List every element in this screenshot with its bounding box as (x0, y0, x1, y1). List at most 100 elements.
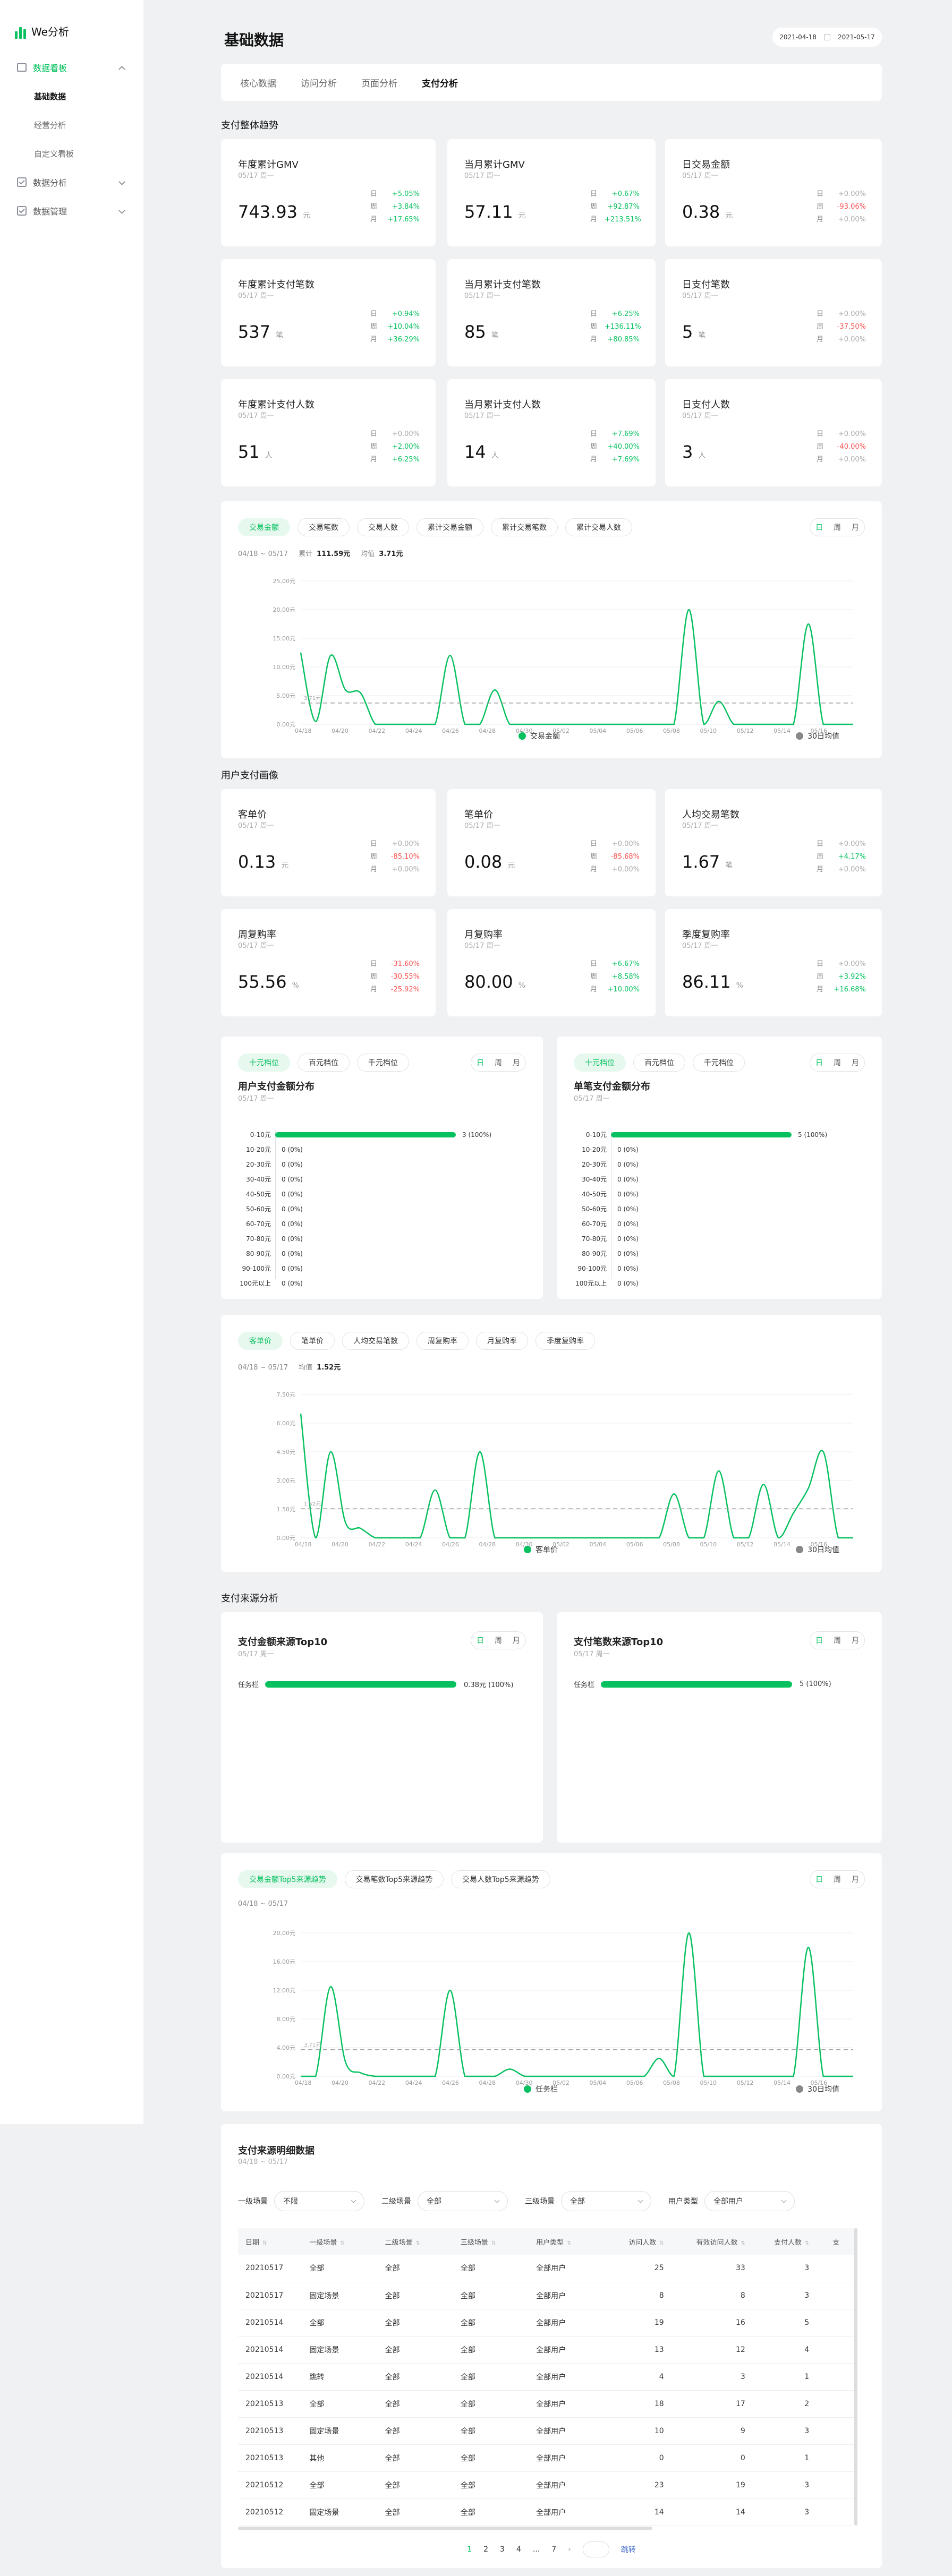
page-jump-button[interactable]: 跳转 (620, 2546, 636, 2554)
period-day[interactable]: 日 (477, 1059, 484, 1067)
metric-chip[interactable]: 交易笔数 (298, 518, 350, 536)
table-row[interactable]: 20210513 其他 全部 全部 全部用户 0 0 1 (238, 2444, 854, 2472)
column-header[interactable]: 日期 ⇅ (238, 2228, 302, 2255)
metric-chip[interactable]: 季度复购率 (536, 1332, 595, 1350)
menu-item-custom-board[interactable]: 自定义看板 (0, 139, 143, 168)
metric-chip[interactable]: 交易人数 (357, 518, 409, 536)
metric-chip[interactable]: 百元档位 (298, 1054, 350, 1072)
metric-chip[interactable]: 交易金额Top5来源趋势 (238, 1870, 337, 1888)
period-month[interactable]: 月 (513, 1059, 520, 1067)
table-row[interactable]: 20210513 固定场景 全部 全部 全部用户 10 9 3 (238, 2417, 854, 2445)
distribution-row: 60-70元 0 (0%) (574, 1219, 639, 1228)
menu-item-data-management[interactable]: 数据管理 (0, 196, 143, 225)
page-number[interactable]: 1 (467, 2545, 472, 2554)
period-week[interactable]: 周 (495, 1059, 502, 1067)
period-switch[interactable]: 日周月 (810, 1870, 865, 1888)
metric-chip[interactable]: 月复购率 (476, 1332, 528, 1350)
page-number[interactable]: 4 (516, 2545, 521, 2554)
period-day[interactable]: 日 (477, 1637, 484, 1645)
filter-select[interactable]: 全部 (418, 2191, 508, 2211)
period-month[interactable]: 月 (852, 1637, 859, 1645)
period-day[interactable]: 日 (815, 1059, 823, 1067)
column-header[interactable]: 二级场景 ⇅ (377, 2228, 453, 2255)
legend-label: 客单价 (536, 1546, 558, 1554)
table-row[interactable]: 20210512 全部 全部 全部 全部用户 23 19 3 (238, 2471, 854, 2499)
metric-chip[interactable]: 百元档位 (633, 1054, 685, 1072)
table-row[interactable]: 20210512 固定场景 全部 全部 全部用户 14 14 3 (238, 2498, 854, 2526)
period-week[interactable]: 周 (834, 1876, 841, 1884)
tab-visit-analysis[interactable]: 访问分析 (301, 78, 337, 89)
tab-payment-analysis[interactable]: 支付分析 (422, 78, 458, 89)
metric-chip[interactable]: 交易笔数Top5来源趋势 (344, 1870, 444, 1888)
vertical-scrollbar[interactable] (854, 2228, 857, 2526)
page-number[interactable]: 7 (551, 2545, 557, 2554)
period-day[interactable]: 日 (815, 1637, 823, 1645)
table-cell (825, 2498, 854, 2526)
column-header[interactable]: 三级场景 ⇅ (453, 2228, 529, 2255)
metric-chip[interactable]: 交易人数Top5来源趋势 (451, 1870, 550, 1888)
metric-chip[interactable]: 十元档位 (574, 1054, 626, 1072)
menu-item-basic-data[interactable]: 基础数据 (0, 82, 143, 110)
metric-chip[interactable]: 千元档位 (693, 1054, 745, 1072)
metric-chip[interactable]: 千元档位 (357, 1054, 409, 1072)
legend-item: 客单价 (524, 1544, 558, 1555)
period-switch[interactable]: 日周月 (810, 1631, 865, 1649)
column-header[interactable]: 有效访问人数 ⇅ (679, 2228, 761, 2255)
metric-chip[interactable]: 十元档位 (238, 1054, 290, 1072)
filter-select[interactable]: 全部用户 (704, 2191, 795, 2211)
table-cell: 全部 (302, 2471, 378, 2499)
period-month[interactable]: 月 (852, 1059, 859, 1067)
period-month[interactable]: 月 (852, 1876, 859, 1884)
menu-item-data-analysis[interactable]: 数据分析 (0, 168, 143, 196)
period-switch[interactable]: 日周月 (471, 1054, 526, 1072)
tab-core-data[interactable]: 核心数据 (240, 78, 276, 89)
column-header[interactable]: 支付人数 ⇅ (761, 2228, 826, 2255)
metric-chip[interactable]: 人均交易笔数 (342, 1332, 409, 1350)
period-day[interactable]: 日 (815, 1876, 823, 1884)
metric-chip[interactable]: 累计交易金额 (416, 518, 483, 536)
tab-page-analysis[interactable]: 页面分析 (361, 78, 397, 89)
compare-value: +0.00% (838, 190, 866, 198)
metric-chip[interactable]: 客单价 (238, 1332, 283, 1350)
period-week[interactable]: 周 (495, 1637, 502, 1645)
period-month[interactable]: 月 (852, 524, 859, 532)
app-logo[interactable]: We分析 (15, 23, 69, 39)
filter-select[interactable]: 全部 (561, 2191, 651, 2211)
period-day[interactable]: 日 (815, 524, 823, 532)
metric-chip[interactable]: 笔单价 (290, 1332, 335, 1350)
period-week[interactable]: 周 (834, 1637, 841, 1645)
table-row[interactable]: 20210514 全部 全部 全部 全部用户 19 16 5 (238, 2309, 854, 2337)
page-number[interactable]: 2 (483, 2545, 489, 2554)
metric-chip[interactable]: 累计交易笔数 (491, 518, 558, 536)
date-range-picker[interactable]: 2021-04-18 2021-05-17 (772, 28, 882, 47)
period-week[interactable]: 周 (834, 1059, 841, 1067)
period-switch[interactable]: 日周月 (810, 518, 865, 536)
period-switch[interactable]: 日周月 (810, 1054, 865, 1072)
period-week[interactable]: 周 (834, 524, 841, 532)
table-row[interactable]: 20210517 固定场景 全部 全部 全部用户 8 8 3 (238, 2282, 854, 2309)
page-number[interactable]: 3 (500, 2545, 505, 2554)
column-header[interactable]: 访问人数 ⇅ (610, 2228, 680, 2255)
page-jump-input[interactable] (582, 2541, 609, 2557)
page-number[interactable]: ... (532, 2545, 540, 2554)
kpi-title: 年度累计支付笔数 (238, 279, 314, 290)
next-page-icon[interactable]: › (568, 2545, 571, 2554)
table-row[interactable]: 20210514 跳转 全部 全部 全部用户 4 3 1 (238, 2363, 854, 2391)
kpi-number: 57.11 (464, 202, 513, 222)
compare-label: 周 (590, 203, 597, 211)
table-row[interactable]: 20210517 全部 全部 全部 全部用户 25 33 3 (238, 2255, 854, 2282)
table-row[interactable]: 20210513 全部 全部 全部 全部用户 18 17 2 (238, 2390, 854, 2418)
filter-select[interactable]: 不限 (274, 2191, 364, 2211)
menu-item-business-analysis[interactable]: 经营分析 (0, 110, 143, 139)
metric-chip[interactable]: 累计交易人数 (565, 518, 632, 536)
column-header[interactable]: 支 (825, 2228, 854, 2255)
horizontal-scrollbar[interactable] (238, 2527, 652, 2530)
column-header[interactable]: 一级场景 ⇅ (302, 2228, 378, 2255)
metric-chip[interactable]: 交易金额 (238, 518, 290, 536)
metric-chip[interactable]: 周复购率 (416, 1332, 469, 1350)
menu-item-dashboard[interactable]: 数据看板 (0, 53, 143, 82)
period-month[interactable]: 月 (513, 1637, 520, 1645)
period-switch[interactable]: 日周月 (471, 1631, 526, 1649)
column-header[interactable]: 用户类型 ⇅ (529, 2228, 610, 2255)
table-row[interactable]: 20210514 固定场景 全部 全部 全部用户 13 12 4 (238, 2336, 854, 2364)
